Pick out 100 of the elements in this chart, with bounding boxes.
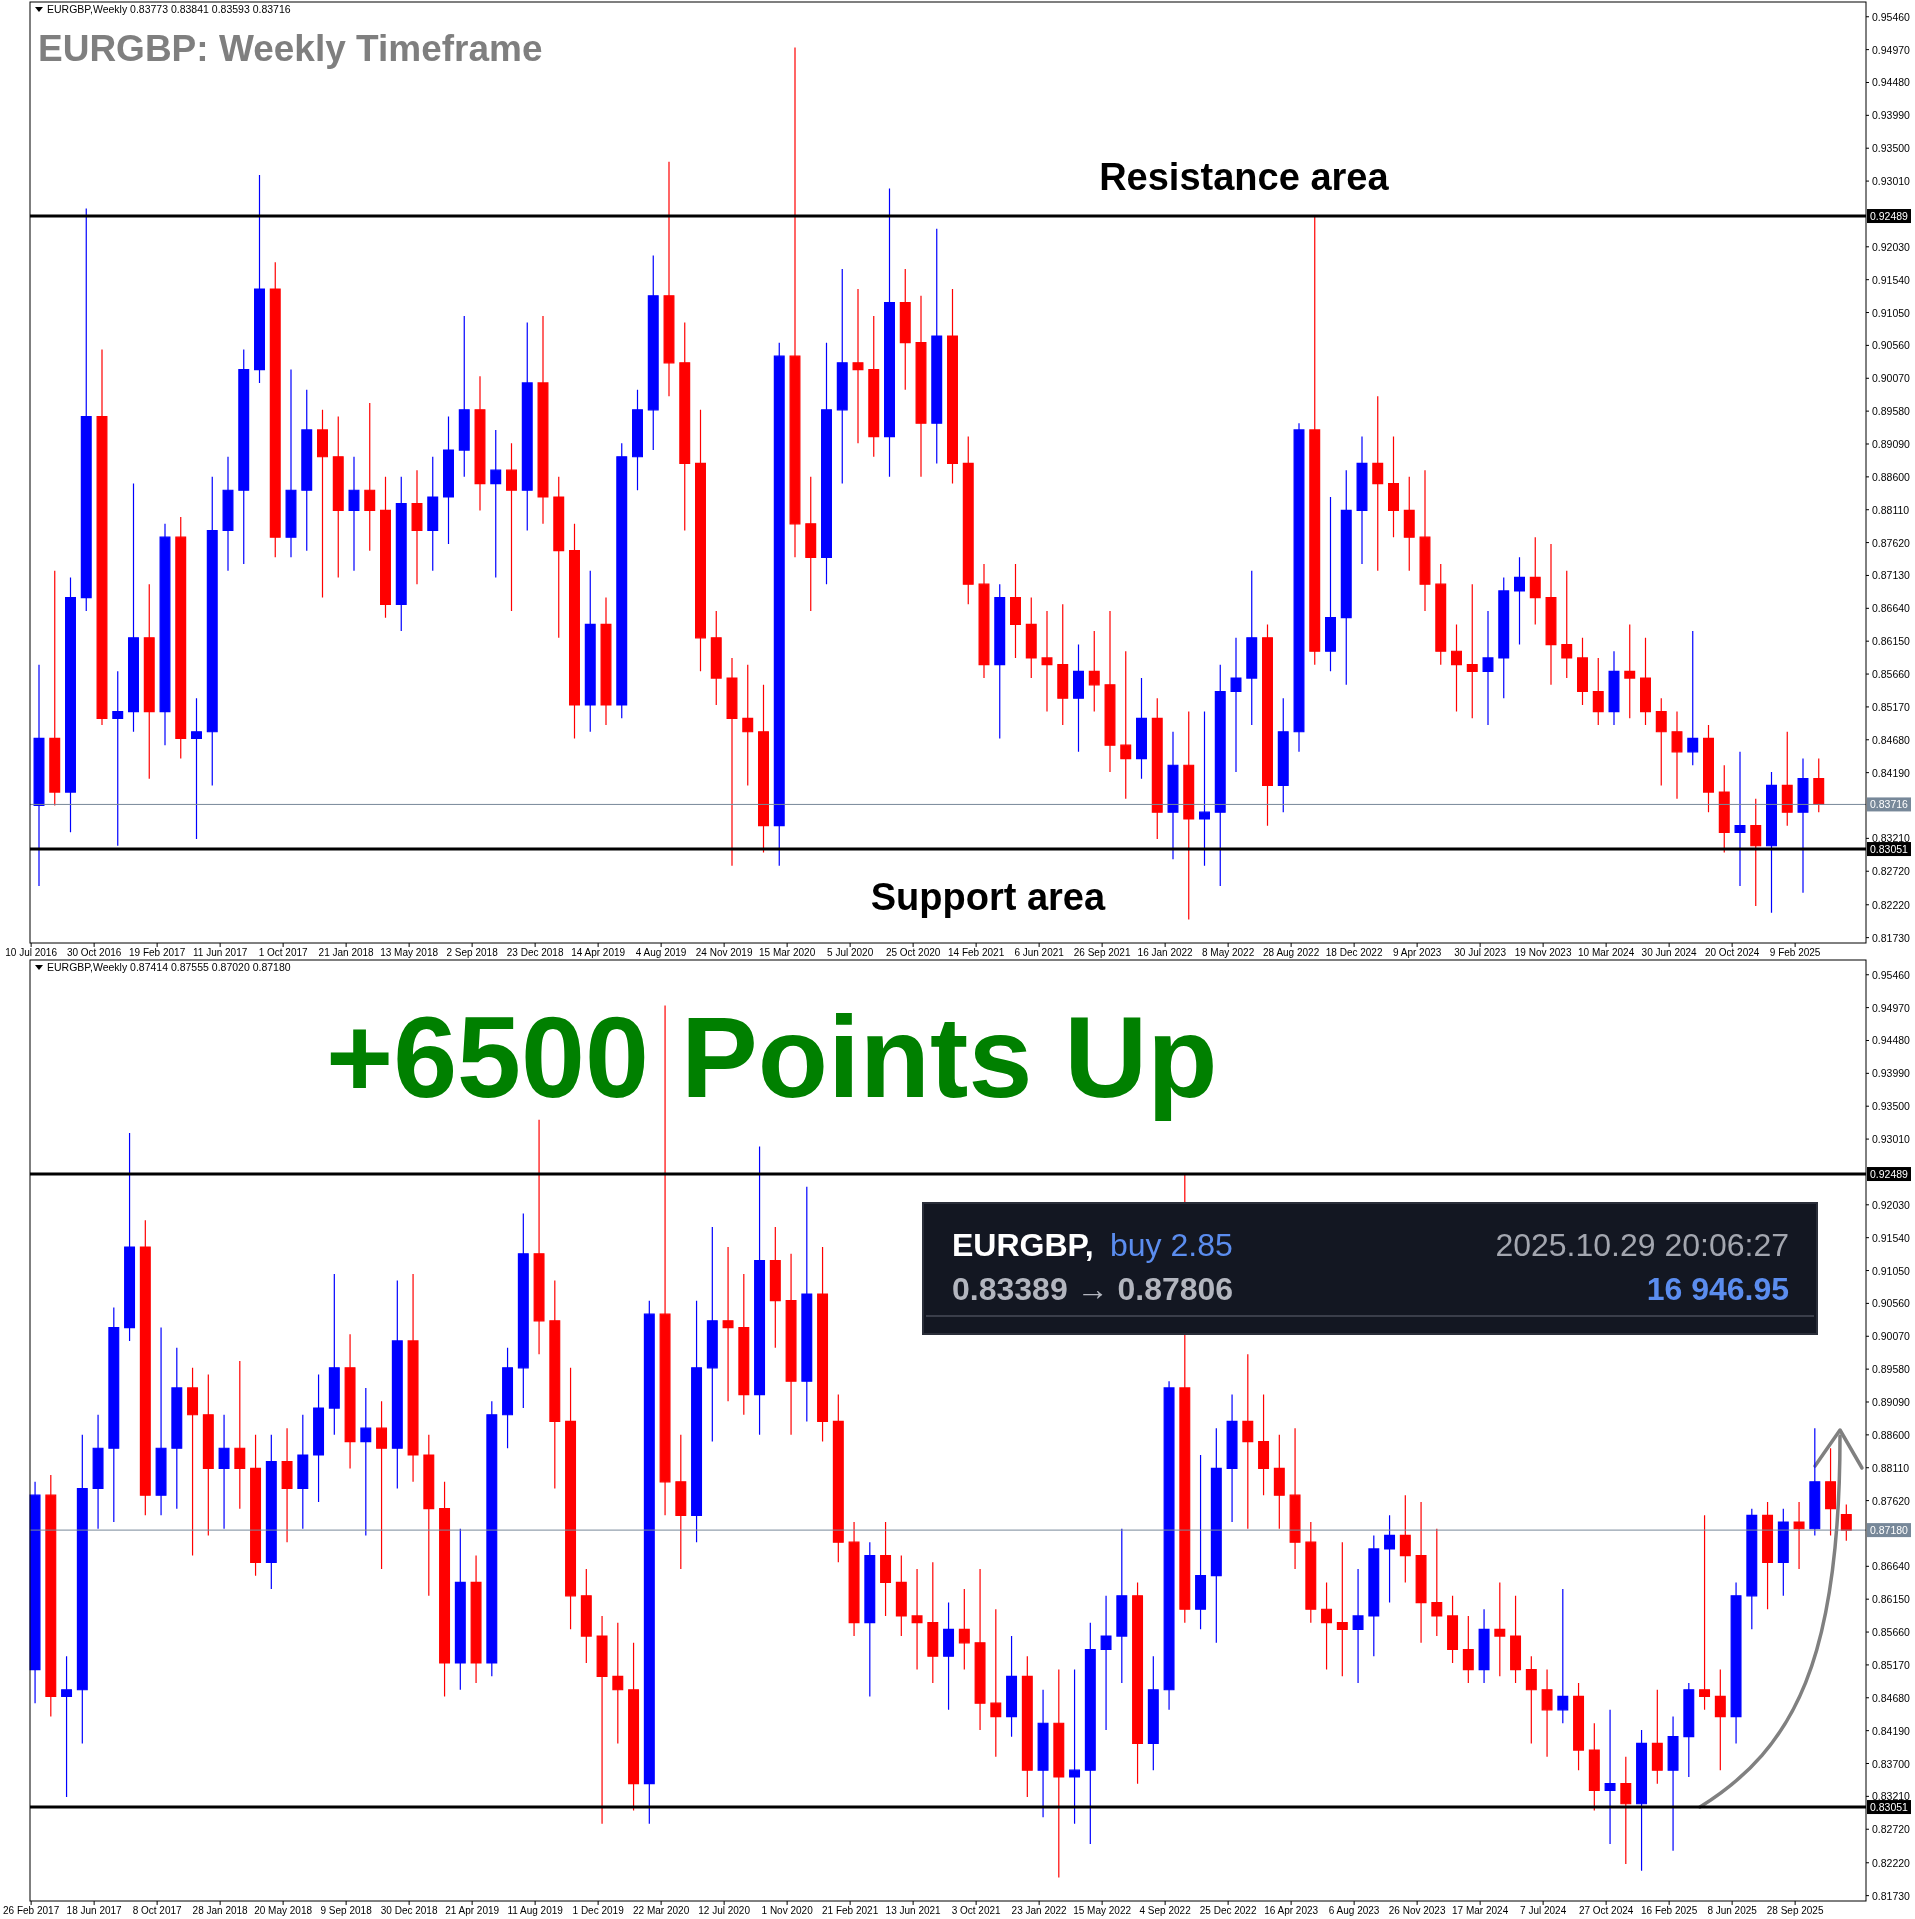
x-tick-label: 16 Jan 2022 [1137, 947, 1194, 958]
candlestick [927, 1561, 939, 1684]
candlestick [1084, 1622, 1096, 1845]
candlestick [1762, 1501, 1774, 1610]
candlestick [65, 576, 76, 833]
candlestick [1447, 1595, 1459, 1664]
y-tick-label: 0.87620 [1872, 1494, 1911, 1507]
x-tick-label: 30 Oct 2016 [66, 947, 122, 958]
annotation: 0.83389 → 0.87806 [952, 1271, 1234, 1307]
candlestick [1262, 623, 1273, 827]
y-tick-label: 0.89090 [1872, 1395, 1911, 1408]
chart-subtitle: EURGBP,Weekly 0.87414 0.87555 0.87020 0.87180 [47, 961, 291, 973]
candlestick [281, 1427, 293, 1543]
y-tick-label: 0.91050 [1872, 1264, 1911, 1277]
candlestick [832, 1394, 844, 1563]
candlestick [1435, 563, 1447, 666]
candlestick [486, 1400, 498, 1677]
candlestick [206, 476, 218, 786]
candlestick [1809, 1427, 1821, 1537]
annotation: 16 946.95 [1646, 1271, 1789, 1307]
candlestick [1151, 697, 1163, 840]
candlestick [1541, 1669, 1553, 1758]
y-tick-label: 0.85170 [1872, 1658, 1911, 1671]
candlestick [474, 375, 486, 511]
candlestick [395, 476, 407, 632]
candlestick [880, 1521, 892, 1617]
candlestick [565, 1367, 577, 1630]
candlestick [1372, 395, 1384, 572]
y-tick-label: 0.92030 [1872, 1198, 1911, 1211]
candlestick [265, 1434, 277, 1590]
y-tick-label: 0.90070 [1872, 1330, 1911, 1343]
candlestick [1273, 1434, 1285, 1530]
annotation: EURGBP, [952, 1227, 1094, 1263]
x-tick-label: 13 Jun 2021 [885, 1905, 942, 1916]
candlestick [269, 261, 281, 558]
candlestick [1147, 1655, 1159, 1771]
candlestick [533, 1119, 545, 1355]
candlestick [1403, 476, 1415, 572]
candlestick [884, 187, 895, 478]
candlestick [285, 368, 297, 558]
x-tick-label: 21 Apr 2019 [445, 1905, 500, 1916]
candlestick [1415, 1501, 1427, 1644]
candlestick [1746, 1508, 1758, 1630]
candlestick [1163, 1380, 1175, 1711]
x-tick-label: 24 Nov 2019 [695, 947, 753, 958]
candlestick [143, 583, 155, 780]
x-tick-label: 1 Nov 2020 [761, 1905, 814, 1916]
x-tick-label: 14 Feb 2021 [948, 947, 1005, 958]
candlestick [691, 1300, 703, 1543]
candlestick [1006, 1635, 1018, 1738]
candlestick [1525, 1655, 1537, 1744]
candlestick [517, 1212, 529, 1409]
candlestick [899, 268, 911, 391]
candlestick [958, 1588, 970, 1671]
candlestick [128, 482, 139, 733]
y-tick-label: 0.81730 [1872, 931, 1911, 944]
candlestick [458, 315, 470, 478]
candlestick [1766, 771, 1777, 914]
annotation: buy 2.85 [1110, 1227, 1233, 1263]
candlestick [1293, 422, 1305, 753]
x-tick-label: 18 Dec 2022 [1325, 947, 1383, 958]
x-tick-label: 30 Jul 2023 [1454, 947, 1507, 958]
candlestick [348, 456, 360, 572]
candlestick [805, 476, 817, 612]
y-tick-label: 0.91540 [1872, 1231, 1911, 1244]
candlestick [600, 596, 612, 726]
candlestick [1277, 697, 1289, 813]
annotation: 2025.10.29 20:06:27 [1495, 1227, 1789, 1263]
candlestick [490, 429, 502, 579]
x-tick-label: 20 May 2018 [254, 1905, 313, 1916]
candlestick [108, 1306, 120, 1523]
candlestick [931, 228, 943, 465]
x-tick-label: 18 Jun 2017 [66, 1905, 123, 1916]
candlestick [947, 288, 958, 485]
y-tick-label: 0.82720 [1872, 1823, 1911, 1836]
candlestick [328, 1273, 340, 1436]
candlestick [1305, 1521, 1317, 1624]
candlestick [1561, 570, 1573, 679]
ref-line-label: 0.87180 [1870, 1524, 1909, 1537]
chart-subtitle: EURGBP,Weekly 0.83773 0.83841 0.83593 0.83716 [47, 3, 291, 15]
candlestick [139, 1219, 151, 1516]
y-tick-label: 0.86640 [1872, 602, 1911, 615]
candlestick [1451, 623, 1462, 713]
annotation: Resistance area [1099, 156, 1390, 199]
candlestick [1368, 1534, 1380, 1657]
candlestick [1825, 1447, 1837, 1537]
candlestick [1651, 1689, 1663, 1785]
candlestick [1640, 637, 1651, 726]
candlestick [1592, 657, 1604, 726]
candlestick [758, 684, 769, 854]
x-tick-label: 6 Jun 2021 [1014, 947, 1065, 958]
y-tick-label: 0.85170 [1872, 700, 1911, 713]
candlestick [1258, 1394, 1270, 1496]
candlestick [584, 570, 596, 733]
x-tick-label: 10 Jul 2016 [5, 947, 58, 958]
x-tick-label: 7 Jul 2024 [1520, 1905, 1567, 1916]
candlestick [612, 1622, 624, 1744]
candlestick [990, 1608, 1002, 1758]
candlestick [769, 1226, 781, 1349]
y-tick-label: 0.91050 [1872, 306, 1911, 319]
